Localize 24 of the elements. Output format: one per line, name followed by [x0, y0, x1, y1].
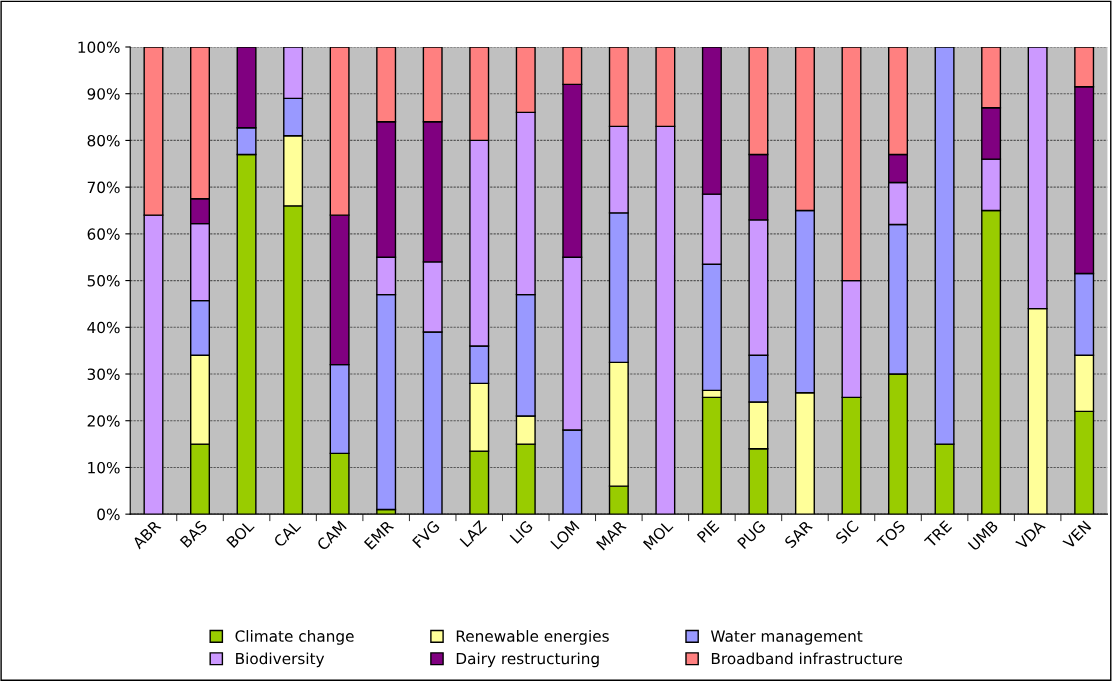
legend-label: Dairy restructuring: [456, 652, 599, 668]
y-tick-label: 40%: [87, 321, 120, 334]
legend-label: Broadband infrastructure: [711, 652, 903, 665]
x-tick-label: VDA: [1015, 519, 1046, 551]
y-tick-label: 50%: [87, 275, 120, 287]
x-tick-label: CAL: [272, 519, 302, 548]
y-tick-label: 10%: [88, 461, 120, 474]
x-tick-label: SIC: [834, 519, 860, 545]
y-tick-label: 90%: [87, 88, 120, 100]
y-tick-label: 60%: [87, 228, 120, 240]
legend-label: Renewable energies: [456, 630, 609, 645]
y-tick-label: 0%: [97, 508, 120, 521]
y-tick-label: 80%: [87, 134, 120, 147]
x-tick-label: LIG: [509, 520, 534, 544]
y-tick-label: 30%: [87, 368, 120, 381]
x-tick-label: PIE: [696, 520, 720, 543]
y-tick-label: 20%: [87, 415, 120, 427]
x-tick-label: TOS: [876, 519, 906, 550]
y-tick-label: 70%: [87, 181, 120, 194]
legend-label: Biodiversity: [236, 652, 325, 668]
legend-label: Water management: [710, 630, 863, 645]
y-tick-label: 100%: [78, 41, 120, 54]
x-tick-label: BOL: [226, 519, 255, 549]
legend-label: Climate change: [235, 630, 354, 645]
